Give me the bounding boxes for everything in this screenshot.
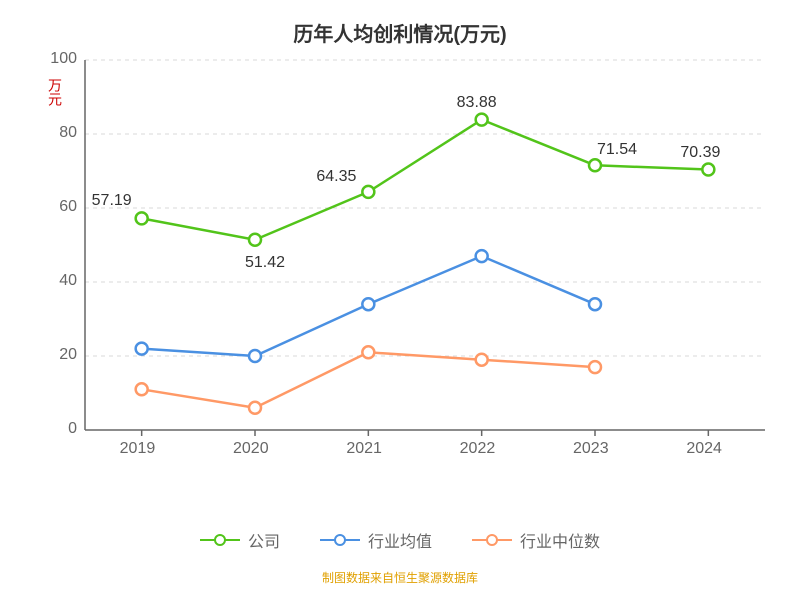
footnote: 制图数据来自恒生聚源数据库 xyxy=(0,569,800,586)
data-label: 71.54 xyxy=(597,141,637,159)
y-tick-label: 20 xyxy=(59,346,77,364)
legend-label: 行业均值 xyxy=(368,528,432,552)
y-tick-label: 60 xyxy=(59,198,77,216)
chart-container: 历年人均创利情况(万元) 万元 020406080100201920202021… xyxy=(0,0,800,600)
x-tick-label: 2019 xyxy=(120,440,156,458)
legend-label: 公司 xyxy=(248,528,280,552)
data-label: 57.19 xyxy=(92,192,132,210)
legend-marker xyxy=(472,532,512,548)
y-tick-label: 80 xyxy=(59,124,77,142)
x-tick-label: 2023 xyxy=(573,440,609,458)
data-label: 70.39 xyxy=(680,144,720,162)
legend-item: 行业均值 xyxy=(320,528,432,552)
x-tick-label: 2024 xyxy=(686,440,722,458)
data-label: 51.42 xyxy=(245,254,285,272)
x-tick-label: 2020 xyxy=(233,440,269,458)
plot-area xyxy=(0,0,800,600)
x-tick-label: 2021 xyxy=(346,440,382,458)
y-tick-label: 100 xyxy=(50,50,77,68)
data-label: 83.88 xyxy=(457,94,497,112)
legend-marker xyxy=(320,532,360,548)
y-tick-label: 0 xyxy=(68,420,77,438)
data-label: 64.35 xyxy=(316,168,356,186)
legend: 公司 行业均值 行业中位数 xyxy=(0,528,800,552)
legend-item: 公司 xyxy=(200,528,280,552)
legend-label: 行业中位数 xyxy=(520,528,600,552)
x-tick-label: 2022 xyxy=(460,440,496,458)
legend-item: 行业中位数 xyxy=(472,528,600,552)
y-tick-label: 40 xyxy=(59,272,77,290)
legend-marker xyxy=(200,532,240,548)
